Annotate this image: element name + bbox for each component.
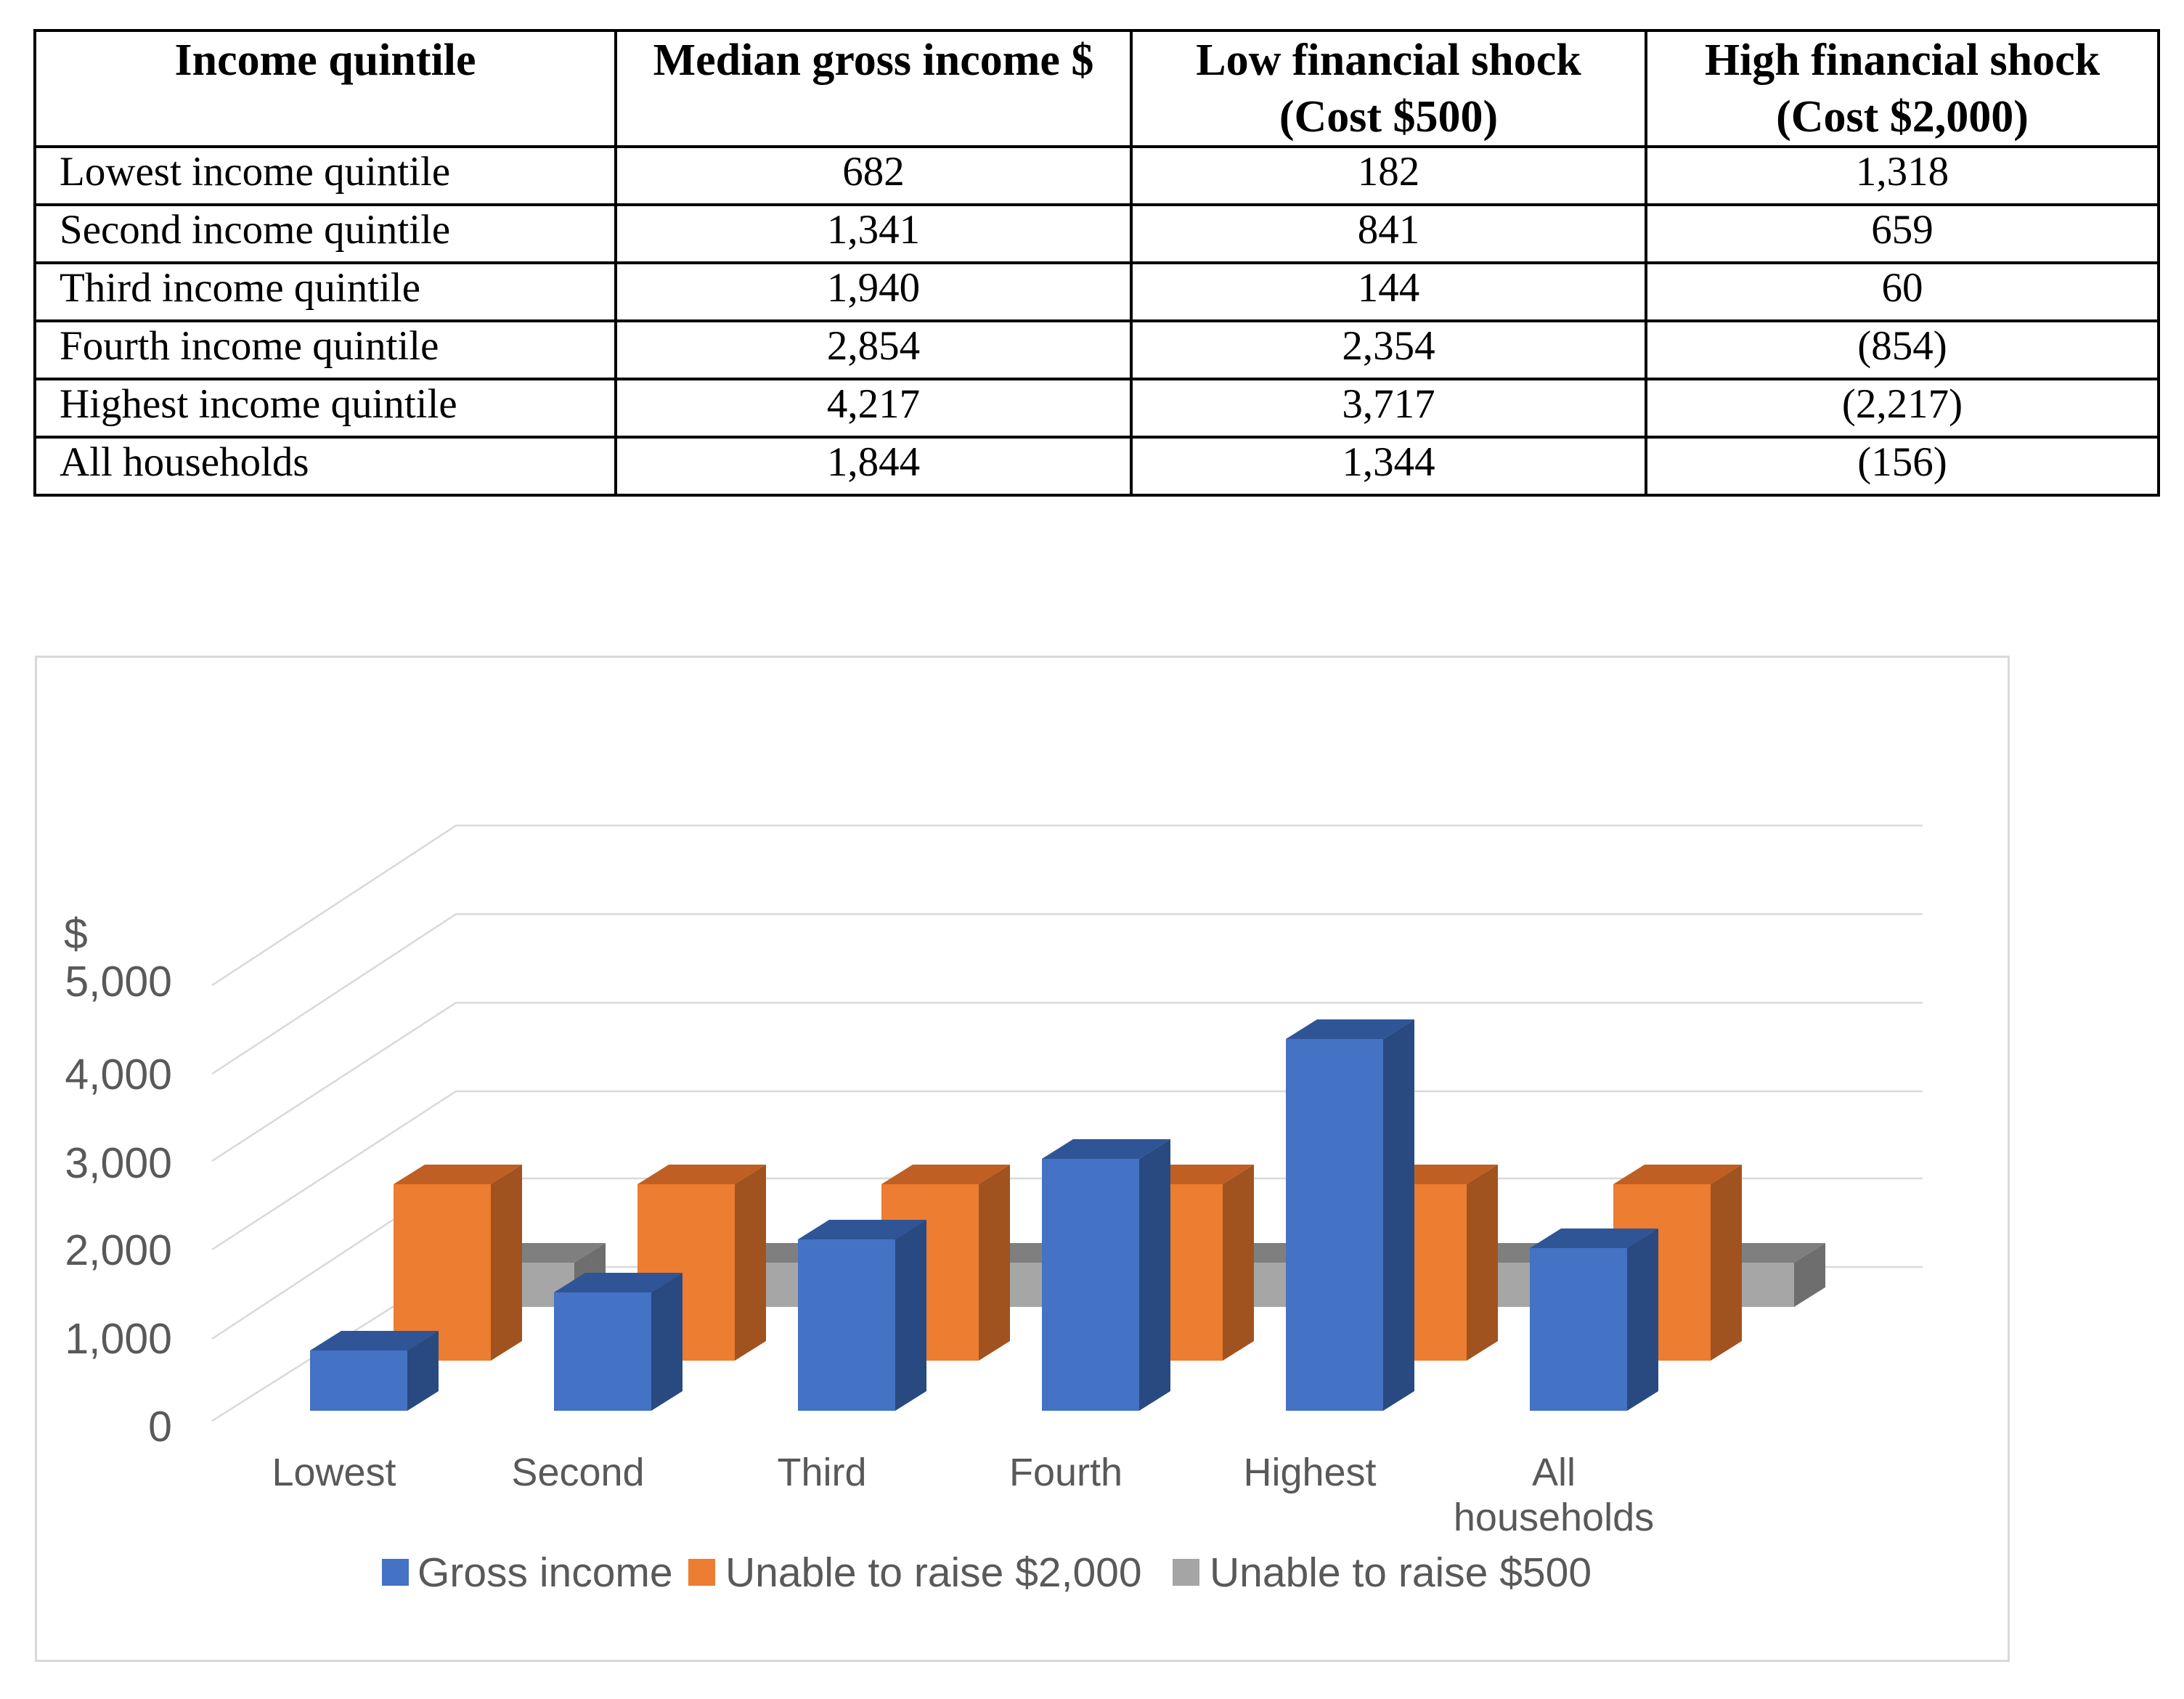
svg-text:$: $ [64,910,88,958]
svg-text:Unable to raise $500: Unable to raise $500 [1210,1549,1592,1596]
svg-text:2,000: 2,000 [65,1226,172,1274]
svg-text:Unable to raise $2,000: Unable to raise $2,000 [725,1549,1142,1596]
svg-text:Third: Third [777,1451,866,1494]
svg-text:3,000: 3,000 [65,1139,172,1187]
svg-text:Fourth: Fourth [1009,1451,1122,1494]
svg-text:households: households [1454,1496,1654,1539]
svg-text:5,000: 5,000 [65,958,172,1006]
svg-text:4,000: 4,000 [65,1051,172,1099]
svg-text:All: All [1532,1451,1576,1494]
svg-text:1,000: 1,000 [65,1315,172,1363]
svg-text:Highest: Highest [1243,1451,1376,1494]
svg-text:Lowest: Lowest [272,1451,396,1494]
svg-text:0: 0 [148,1403,172,1451]
svg-text:Second: Second [511,1451,644,1494]
svg-text:Gross income: Gross income [417,1549,673,1596]
